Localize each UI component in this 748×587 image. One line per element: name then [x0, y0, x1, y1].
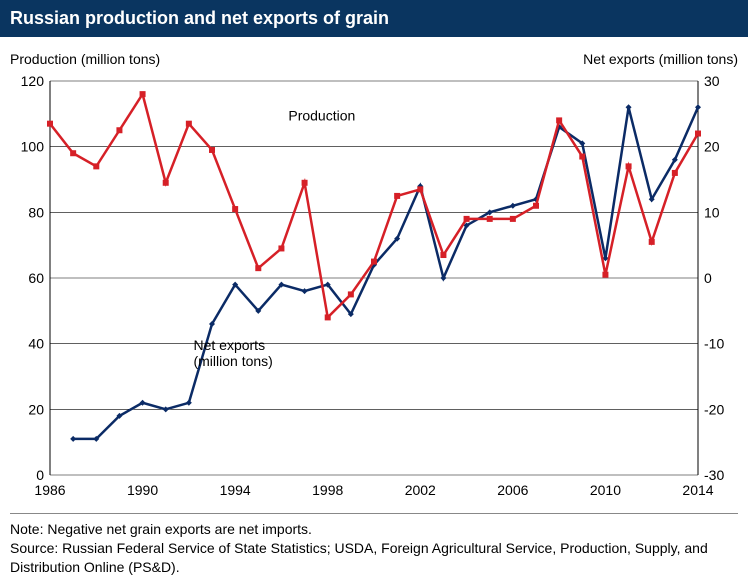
svg-text:1990: 1990: [127, 482, 158, 498]
svg-text:-10: -10: [704, 336, 724, 352]
svg-text:2014: 2014: [682, 482, 713, 498]
svg-text:80: 80: [28, 204, 44, 220]
svg-text:2006: 2006: [497, 482, 528, 498]
svg-text:1994: 1994: [220, 482, 251, 498]
svg-text:10: 10: [704, 204, 720, 220]
svg-text:0: 0: [704, 270, 712, 286]
svg-text:100: 100: [21, 139, 45, 155]
source-text: Source: Russian Federal Service of State…: [10, 539, 738, 577]
svg-text:Net exports: Net exports: [193, 337, 265, 353]
svg-text:1998: 1998: [312, 482, 343, 498]
svg-text:1986: 1986: [34, 482, 65, 498]
svg-text:60: 60: [28, 270, 44, 286]
chart-area: Production (million tons) Net exports (m…: [8, 51, 740, 508]
right-axis-label: Net exports (million tons): [583, 51, 738, 67]
chart-svg: 0 20 40 60 80 100 120 -30 -20 -10 0 10 20 30 1986 1990 1…: [8, 73, 740, 503]
svg-text:2010: 2010: [590, 482, 621, 498]
svg-text:20: 20: [704, 139, 720, 155]
svg-text:2002: 2002: [405, 482, 436, 498]
note-text: Note: Negative net grain exports are net…: [10, 520, 738, 539]
footer: Note: Negative net grain exports are net…: [10, 513, 738, 577]
svg-text:-30: -30: [704, 467, 724, 483]
svg-text:0: 0: [36, 467, 44, 483]
svg-text:30: 30: [704, 73, 720, 89]
svg-text:Production: Production: [288, 107, 355, 123]
svg-text:120: 120: [21, 73, 45, 89]
chart-title: Russian production and net exports of gr…: [0, 0, 748, 37]
left-axis-label: Production (million tons): [10, 51, 160, 67]
svg-text:40: 40: [28, 336, 44, 352]
svg-text:(million tons): (million tons): [193, 353, 272, 369]
svg-text:-20: -20: [704, 401, 724, 417]
svg-text:20: 20: [28, 401, 44, 417]
